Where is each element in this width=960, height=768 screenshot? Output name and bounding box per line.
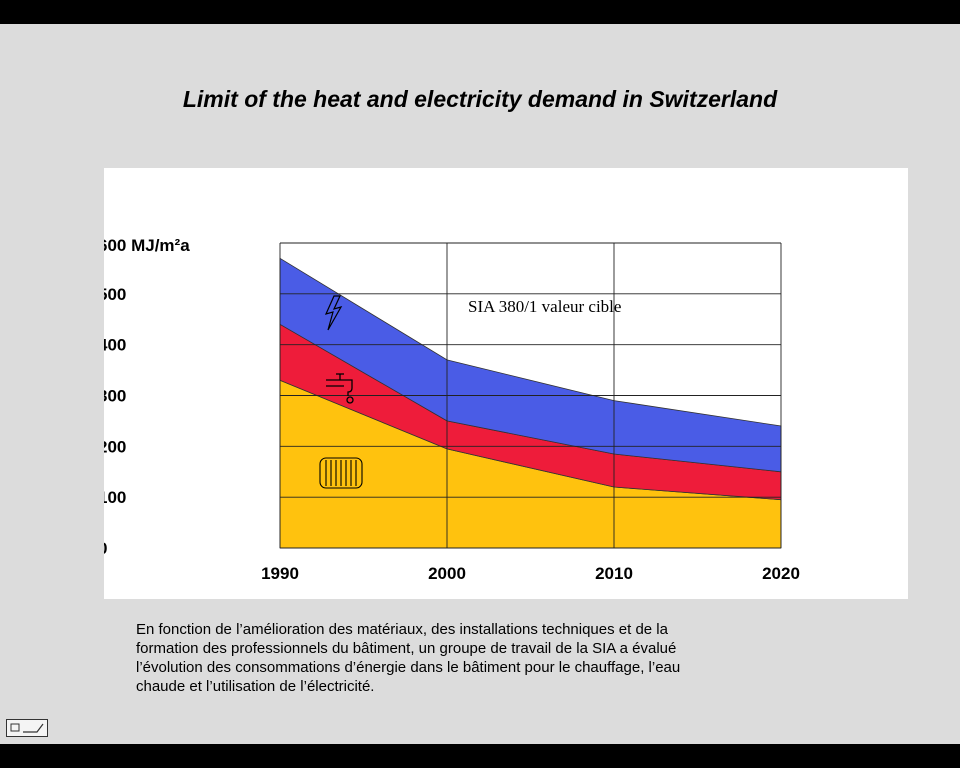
top-black-bar [0, 0, 960, 24]
x-tick-label: 2000 [428, 564, 466, 583]
y-tick-label: 0 [104, 539, 107, 558]
bottom-black-bar [0, 744, 960, 768]
x-tick-label: 2010 [595, 564, 633, 583]
caption-line: l’évolution des consommations d’énergie … [136, 659, 681, 676]
chart-panel: 0 100 200 300 400 500 1990 2000 2010 2020 600 MJ… [104, 168, 908, 599]
y-tick-label: 300 [104, 387, 126, 406]
y-axis-top-label: 600 MJ/m²a [104, 236, 190, 255]
chart-annotation: SIA 380/1 valeur cible [468, 297, 621, 316]
y-tick-label: 500 [104, 285, 126, 304]
lightning-icon [324, 295, 343, 331]
x-tick-label: 2020 [762, 564, 800, 583]
y-tick-label: 100 [104, 488, 126, 507]
slide-nav-button[interactable] [6, 719, 48, 737]
x-tick-label: 1990 [261, 564, 299, 583]
nav-arrow-icon [10, 723, 44, 733]
y-tick-label: 200 [104, 437, 126, 456]
caption-line: En fonction de l’amélioration des matéri… [136, 621, 668, 638]
radiator-icon [319, 457, 363, 489]
caption-line: chaude et l’utilisation de l’électricité… [136, 678, 375, 695]
stacked-area-chart: 0 100 200 300 400 500 1990 2000 2010 2020 600 MJ… [104, 236, 800, 583]
faucet-icon [326, 373, 354, 404]
y-tick-label: 400 [104, 336, 126, 355]
caption-line: formation des professionnels du bâtiment… [136, 640, 677, 657]
slide-title: Limit of the heat and electricity demand… [182, 86, 778, 112]
caption-text: En fonction de l’amélioration des matéri… [136, 620, 836, 696]
